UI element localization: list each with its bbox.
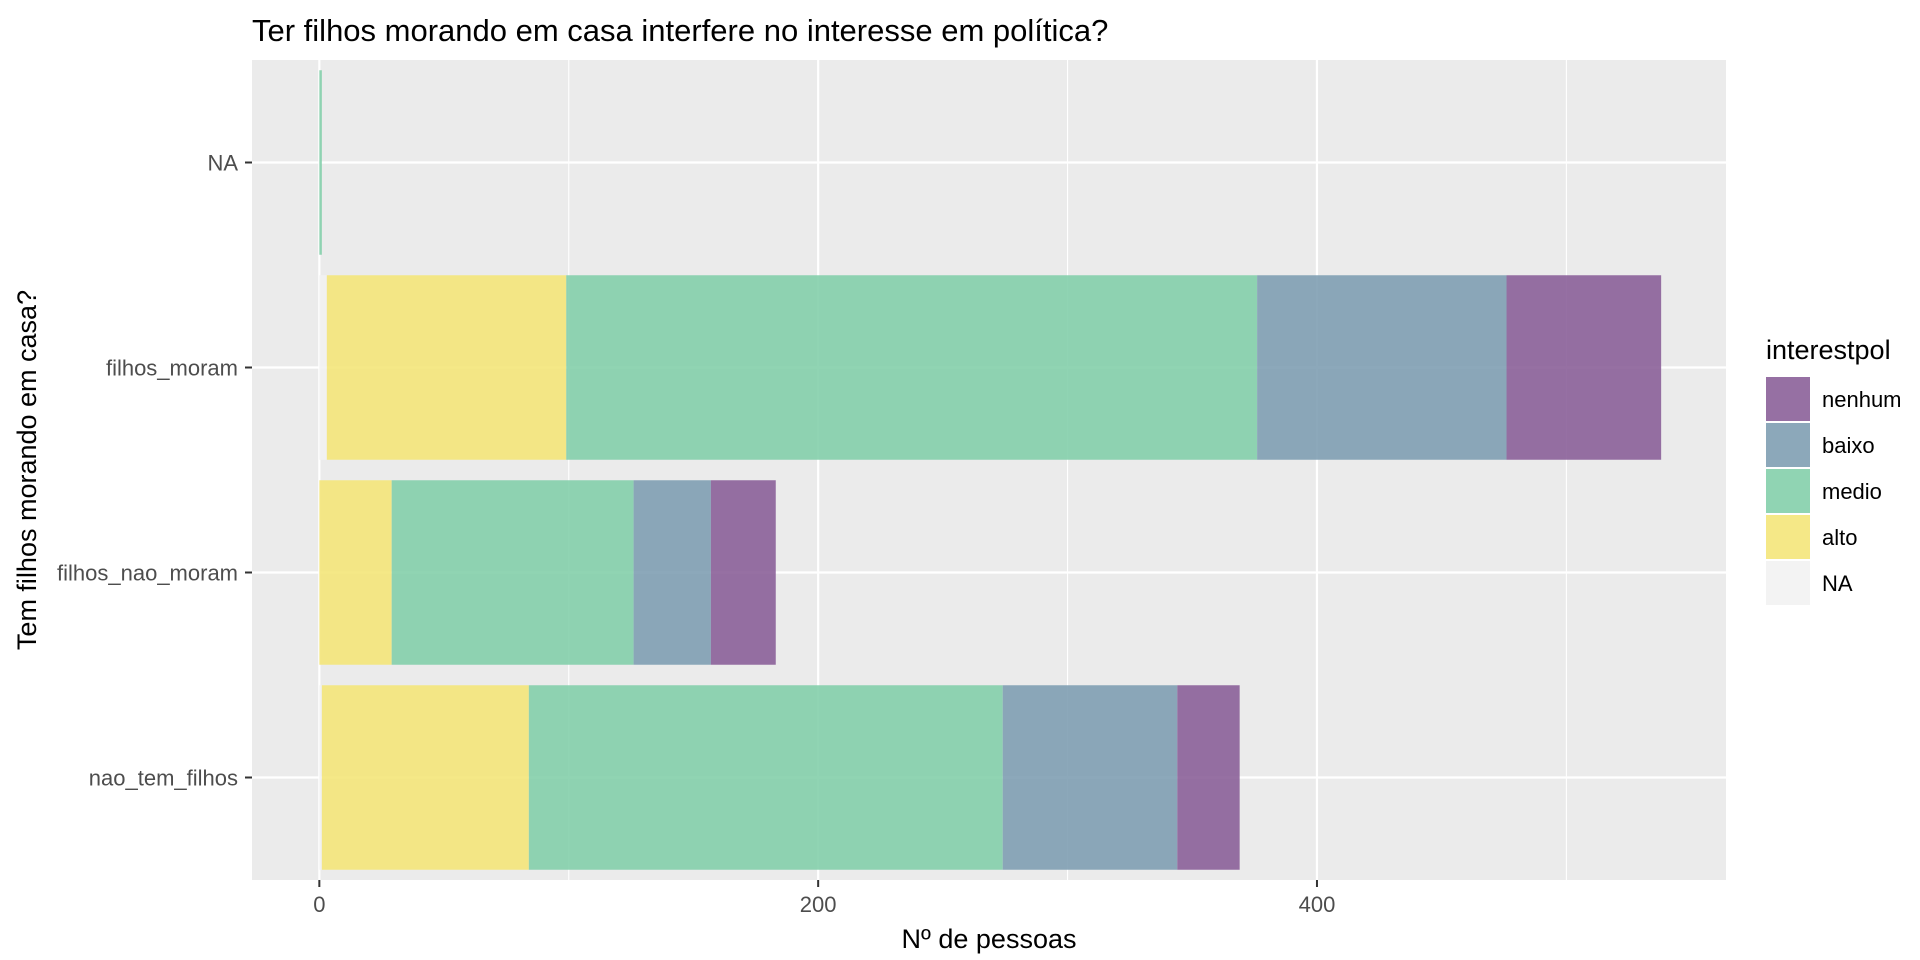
y-tick-label-filhos-nao-moram: filhos_nao_moram [57,561,238,586]
legend-label-medio: medio [1822,479,1882,504]
bar-nao-tem-filhos-nenhum [1177,685,1240,870]
chart-title: Ter filhos morando em casa interfere no … [252,13,1108,48]
bar-filhos-moram-medio [566,275,1258,460]
legend-swatch-na [1766,561,1810,605]
x-axis: 0 200 400 [313,880,1335,917]
legend-label-baixo: baixo [1822,433,1875,458]
y-axis: nao_tem_filhos filhos_nao_moram filhos_mor… [57,151,252,791]
legend-swatch-baixo [1766,423,1810,467]
legend-title: interestpol [1766,335,1891,365]
legend-label-na: NA [1822,571,1853,596]
bars [319,70,1662,870]
bar-nao-tem-filhos-alto [321,685,529,870]
bar-nao-tem-filhos-na [319,685,322,870]
bar-nao-tem-filhos-medio [528,685,1003,870]
y-tick-label-filhos-moram: filhos_moram [106,356,238,381]
bar-filhos-moram-alto [326,275,567,460]
x-tick-label: 0 [313,892,325,917]
bar-filhos-moram-baixo [1257,275,1507,460]
bar-filhos-nao-moram-medio [391,480,634,665]
y-axis-title: Tem filhos morando em casa? [12,290,42,650]
legend-swatch-alto [1766,515,1810,559]
legend-label-nenhum: nenhum [1822,387,1902,412]
bar-filhos-nao-moram-nenhum [710,480,776,665]
bar-filhos-moram-na [319,275,327,460]
legend-swatch-nenhum [1766,377,1810,421]
bar-nao-tem-filhos-baixo [1002,685,1178,870]
y-tick-label-nao-tem-filhos: nao_tem_filhos [89,766,238,791]
bar-na-medio [319,70,322,255]
bar-filhos-moram-nenhum [1506,275,1662,460]
x-axis-title: Nº de pessoas [902,924,1077,954]
bar-filhos-nao-moram-alto [319,480,392,665]
legend-label-alto: alto [1822,525,1857,550]
bar-filhos-nao-moram-baixo [633,480,711,665]
legend: interestpol nenhum baixo medio alto NA [1766,335,1902,605]
y-tick-label-na: NA [207,151,238,176]
legend-swatch-medio [1766,469,1810,513]
x-tick-label: 200 [800,892,837,917]
x-tick-label: 400 [1299,892,1336,917]
